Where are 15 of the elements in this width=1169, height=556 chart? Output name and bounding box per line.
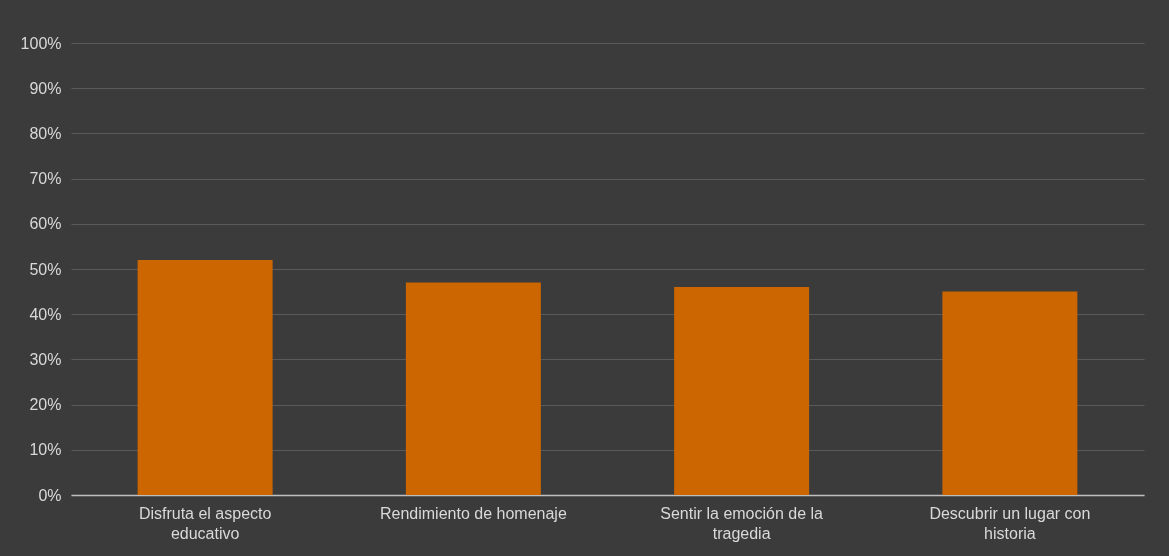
x-tick-label: Rendimiento de homenaje xyxy=(379,504,567,522)
y-tick-label: 60% xyxy=(29,215,62,233)
x-tick-label: Sentir la emoción de la tragedia xyxy=(660,504,824,542)
y-tick-label: 20% xyxy=(29,396,62,414)
y-tick-label: 50% xyxy=(29,260,62,278)
x-tick-label: Disfruta el aspecto educativo xyxy=(138,504,272,542)
y-tick-label: 90% xyxy=(29,79,62,97)
y-tick-label: 100% xyxy=(20,34,62,52)
y-tick-label: 30% xyxy=(29,350,62,368)
y-tick-label: 40% xyxy=(29,305,62,323)
y-tick-label: 80% xyxy=(29,124,62,142)
y-tick-label: 10% xyxy=(29,441,62,459)
y-tick-label: 0% xyxy=(38,486,62,504)
x-tick-label: Descubrir un lugar con historia xyxy=(929,504,1091,542)
y-tick-label: 70% xyxy=(29,170,62,188)
